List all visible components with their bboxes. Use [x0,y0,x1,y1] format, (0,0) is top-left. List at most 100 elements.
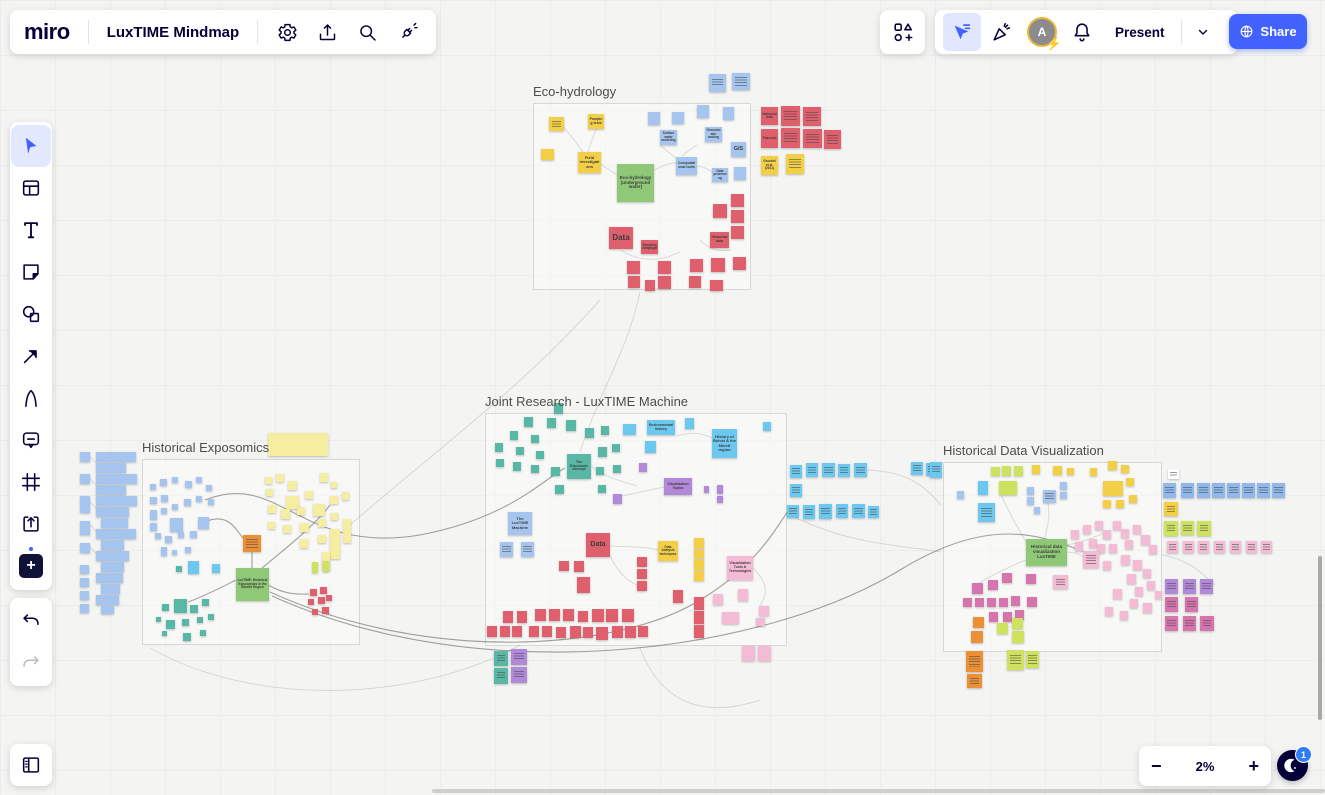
sticky-note[interactable] [694,625,704,638]
sticky-note[interactable] [978,503,995,522]
sticky-note[interactable]: Field investigations [578,152,601,173]
select-tool[interactable] [11,125,51,167]
sticky-note[interactable]: LuxTIME: Historical Exposomics in the Mi… [236,568,269,601]
sticky-note[interactable] [1120,611,1128,620]
sticky-note[interactable] [206,485,212,491]
sticky-note[interactable] [1185,597,1198,612]
sticky-note[interactable] [1183,616,1196,631]
sticky-note[interactable]: Data processing [712,168,728,182]
sticky-note[interactable] [182,619,189,626]
sticky-note[interactable]: History of Belval & the Minett region [712,429,737,458]
sticky-note[interactable] [320,587,327,594]
sticky-note[interactable] [709,74,726,92]
sticky-note[interactable] [156,617,161,622]
search-button[interactable] [350,15,384,49]
undo-button[interactable] [11,600,51,642]
sticky-note[interactable] [710,280,723,291]
sticky-note[interactable] [1133,525,1141,534]
sticky-note[interactable] [517,611,527,623]
export-button[interactable] [310,15,344,49]
sticky-note[interactable] [554,403,563,414]
sticky-note[interactable] [1113,589,1122,599]
sticky-note[interactable]: Surface water modeling [660,130,677,145]
sticky-note[interactable] [1230,541,1241,553]
sticky-note[interactable] [101,540,124,550]
sticky-note[interactable] [1103,500,1111,508]
sticky-note[interactable] [854,463,867,477]
sticky-note[interactable]: Pumping tests [588,114,604,129]
sticky-note[interactable] [658,261,671,274]
horizontal-scrollbar[interactable] [432,789,1325,793]
sticky-note[interactable] [742,646,755,661]
sticky-note[interactable] [318,535,326,543]
sticky-note[interactable] [96,507,129,517]
sticky-note[interactable] [1012,618,1023,629]
sticky-note[interactable] [803,107,821,126]
sticky-note[interactable] [803,505,815,519]
sticky-note[interactable] [101,606,114,614]
sticky-note[interactable] [1097,544,1105,553]
sticky-note[interactable] [1043,490,1056,503]
sticky-note[interactable] [511,667,527,683]
sticky-note[interactable] [596,627,608,640]
sticky-note[interactable] [323,561,329,572]
sticky-note[interactable] [790,484,802,497]
sticky-note[interactable] [1200,579,1213,594]
sticky-note[interactable] [1027,497,1034,505]
sticky-note-tool[interactable] [11,251,51,293]
board-title[interactable]: LuxTIME Mindmap [106,23,240,41]
sticky-note[interactable] [971,631,983,643]
sticky-note[interactable] [1246,541,1257,553]
sticky-note[interactable] [563,609,574,621]
settings-button[interactable] [270,15,304,49]
sticky-note[interactable]: Historical data [761,107,778,125]
sticky-note[interactable] [1075,542,1083,551]
sticky-note[interactable] [547,418,556,428]
sticky-note[interactable] [322,607,329,614]
sticky-note[interactable] [549,117,564,131]
sticky-note[interactable] [96,452,136,462]
frame-title[interactable]: Historical Exposomics [142,440,270,455]
sticky-note[interactable] [101,562,124,572]
sticky-note[interactable] [731,226,744,239]
sticky-note[interactable] [598,485,606,493]
frame-title[interactable]: Joint Research - LuxTIME Machine [485,394,689,409]
sticky-note[interactable] [806,463,818,477]
sticky-note[interactable] [1127,574,1136,584]
sticky-note[interactable] [265,477,272,484]
sticky-note[interactable] [781,128,800,148]
sticky-note[interactable] [1165,597,1178,612]
sticky-note[interactable] [197,617,203,623]
sticky-note[interactable] [836,504,848,518]
sticky-note[interactable] [1147,581,1155,590]
sticky-note[interactable] [529,626,539,637]
sticky-note[interactable] [1164,502,1178,516]
sticky-note[interactable] [1143,603,1152,613]
sticky-note[interactable] [1181,483,1194,498]
pen-tool[interactable] [11,377,51,419]
sticky-note[interactable] [999,598,1008,607]
sticky-note[interactable] [330,529,340,559]
sticky-note[interactable] [80,604,89,613]
sticky-note[interactable] [1130,599,1138,608]
sticky-note[interactable] [1197,483,1210,498]
sticky-note[interactable] [1095,521,1103,530]
sticky-note[interactable] [500,626,510,637]
sticky-note[interactable] [1135,587,1143,596]
connection-line-tool[interactable] [11,335,51,377]
sticky-note[interactable] [160,479,167,486]
sticky-note[interactable] [495,443,503,452]
sticky-note[interactable] [96,595,119,605]
sticky-note[interactable] [331,513,338,520]
sticky-note[interactable] [161,508,167,514]
sticky-note[interactable] [208,499,214,505]
sticky-note[interactable] [320,473,328,482]
sticky-note[interactable]: Computational tools [676,157,697,175]
sticky-note[interactable] [190,531,197,538]
sticky-note[interactable] [1272,483,1285,498]
sticky-note[interactable] [172,477,178,483]
sticky-note[interactable] [585,428,594,438]
sticky-note[interactable] [673,590,683,603]
sticky-note[interactable] [694,560,704,570]
sticky-note[interactable] [1155,591,1162,599]
